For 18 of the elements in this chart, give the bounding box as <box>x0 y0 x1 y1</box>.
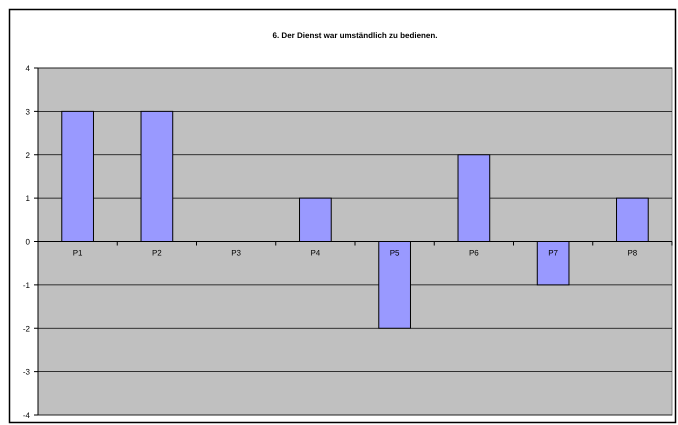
y-tick-label: -2 <box>22 324 31 334</box>
y-tick-label: -4 <box>22 411 31 420</box>
x-tick-label: P3 <box>231 248 242 258</box>
x-tick-label: P5 <box>390 248 400 258</box>
y-tick-label: 3 <box>26 107 31 116</box>
x-tick-label: P6 <box>468 248 480 258</box>
y-tick-label: 1 <box>26 194 31 204</box>
x-tick-label: P8 <box>627 248 638 258</box>
y-tick-label: -1 <box>22 280 31 290</box>
y-tick-label: 2 <box>26 150 31 160</box>
y-tick-label: -3 <box>22 368 31 377</box>
y-tick-label: 4 <box>26 64 31 73</box>
x-tick-label: P1 <box>72 248 84 258</box>
y-tick-label: 0 <box>26 238 31 246</box>
x-tick-label: P7 <box>548 248 559 258</box>
x-tick-label: P2 <box>152 248 162 258</box>
x-tick-label: P4 <box>310 248 321 258</box>
chart-title: 6. Der Dienst war umständlich zu bedienen. <box>272 31 438 40</box>
